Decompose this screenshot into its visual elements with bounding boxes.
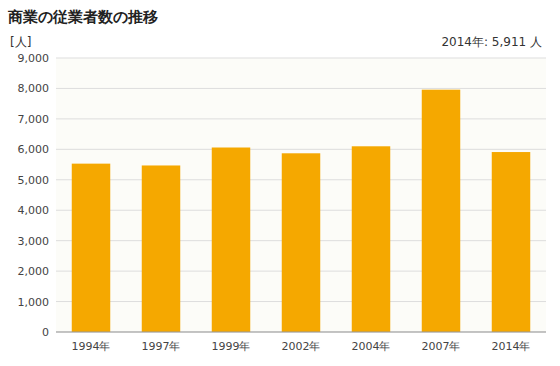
bars — [72, 90, 531, 332]
bar — [282, 153, 321, 332]
grid-line — [56, 118, 546, 119]
y-tick-label: 4,000 — [18, 204, 50, 217]
chart-container: 0 1,000 2,000 3,000 4,000 5,000 6,000 7,000 8,00… — [0, 0, 560, 366]
y-tick-label: 6,000 — [18, 143, 50, 156]
x-tick-label: 1997年 — [142, 340, 181, 353]
y-tick-label: 1,000 — [18, 296, 50, 309]
annotation: 2014年: 5,911 人 — [441, 35, 542, 49]
bar — [492, 152, 531, 332]
bar — [212, 148, 251, 332]
grid-line — [56, 149, 546, 150]
y-tick-label: 3,000 — [18, 235, 50, 248]
plot-background — [56, 58, 546, 332]
x-tick-label: 2007年 — [422, 340, 461, 353]
title: 商業の従業者数の推移 — [7, 8, 158, 26]
grid-line — [56, 58, 546, 59]
bar — [422, 90, 461, 332]
grid-line — [56, 88, 546, 89]
x-tick-label: 2014年 — [492, 340, 531, 353]
bar — [142, 165, 181, 332]
y-tick-label: 7,000 — [18, 113, 50, 126]
y-tick-label: 0 — [42, 326, 49, 339]
x-tick-label: 1994年 — [72, 340, 111, 353]
x-tick-label: 2004年 — [352, 340, 391, 353]
x-axis-line — [56, 332, 546, 333]
x-tick-label: 2002年 — [282, 340, 321, 353]
bar — [352, 146, 391, 332]
y-tick-label: 9,000 — [18, 52, 50, 65]
y-tick-label: 8,000 — [18, 82, 50, 95]
grid-line — [56, 332, 546, 333]
x-axis: 1994年 1997年 1999年 2002年 2004年 2007年 2014年 — [56, 332, 546, 353]
chart-svg: 0 1,000 2,000 3,000 4,000 5,000 6,000 7,000 8,00… — [0, 0, 560, 366]
y-tick-label: 5,000 — [18, 174, 50, 187]
y-axis: 0 1,000 2,000 3,000 4,000 5,000 6,000 7,000 8,00… — [18, 52, 547, 339]
bar — [72, 164, 111, 332]
y-axis-label: [人] — [10, 35, 31, 49]
x-tick-label: 1999年 — [212, 340, 251, 353]
y-tick-label: 2,000 — [18, 265, 50, 278]
